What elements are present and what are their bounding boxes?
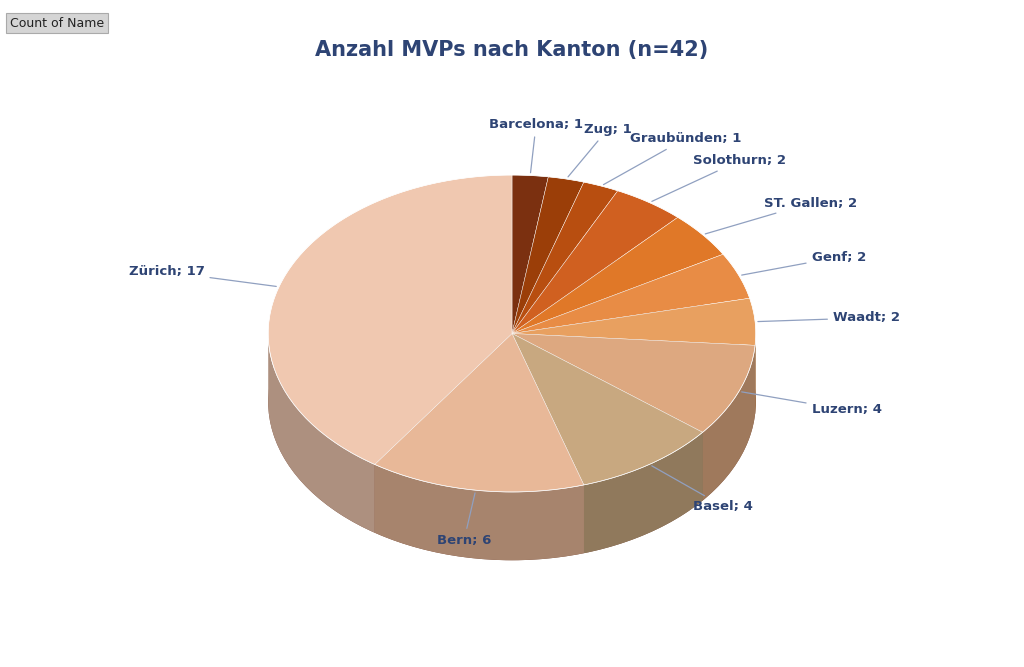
Text: Anzahl MVPs nach Kanton (n=42): Anzahl MVPs nach Kanton (n=42) [315, 41, 709, 61]
Text: Barcelona; 1: Barcelona; 1 [489, 119, 583, 173]
Polygon shape [512, 177, 584, 334]
Polygon shape [375, 464, 584, 560]
Text: Zug; 1: Zug; 1 [568, 123, 632, 177]
Polygon shape [584, 432, 702, 553]
Text: Zürich; 17: Zürich; 17 [129, 265, 276, 286]
Text: Luzern; 4: Luzern; 4 [741, 392, 882, 416]
Polygon shape [512, 334, 584, 553]
Polygon shape [512, 217, 723, 334]
Polygon shape [512, 298, 756, 346]
Polygon shape [512, 191, 678, 334]
Polygon shape [512, 334, 755, 414]
Text: Basel; 4: Basel; 4 [651, 466, 754, 513]
Text: Solothurn; 2: Solothurn; 2 [652, 154, 786, 201]
Polygon shape [512, 182, 617, 334]
Polygon shape [512, 334, 702, 500]
Polygon shape [375, 334, 512, 533]
Polygon shape [268, 175, 512, 464]
Polygon shape [512, 334, 702, 485]
Text: Genf; 2: Genf; 2 [741, 251, 866, 275]
Text: ST. Gallen; 2: ST. Gallen; 2 [706, 197, 857, 234]
Polygon shape [512, 175, 548, 334]
Ellipse shape [268, 243, 756, 560]
Polygon shape [702, 346, 755, 500]
Polygon shape [512, 334, 702, 500]
Polygon shape [512, 334, 755, 432]
Text: Count of Name: Count of Name [10, 17, 104, 29]
Text: Bern; 6: Bern; 6 [437, 493, 492, 547]
Polygon shape [512, 334, 755, 414]
Polygon shape [512, 334, 584, 553]
Polygon shape [512, 254, 750, 334]
Polygon shape [375, 334, 512, 533]
Polygon shape [268, 331, 375, 533]
Text: Waadt; 2: Waadt; 2 [758, 311, 900, 324]
Text: Graubünden; 1: Graubünden; 1 [603, 132, 741, 185]
Polygon shape [375, 334, 584, 492]
